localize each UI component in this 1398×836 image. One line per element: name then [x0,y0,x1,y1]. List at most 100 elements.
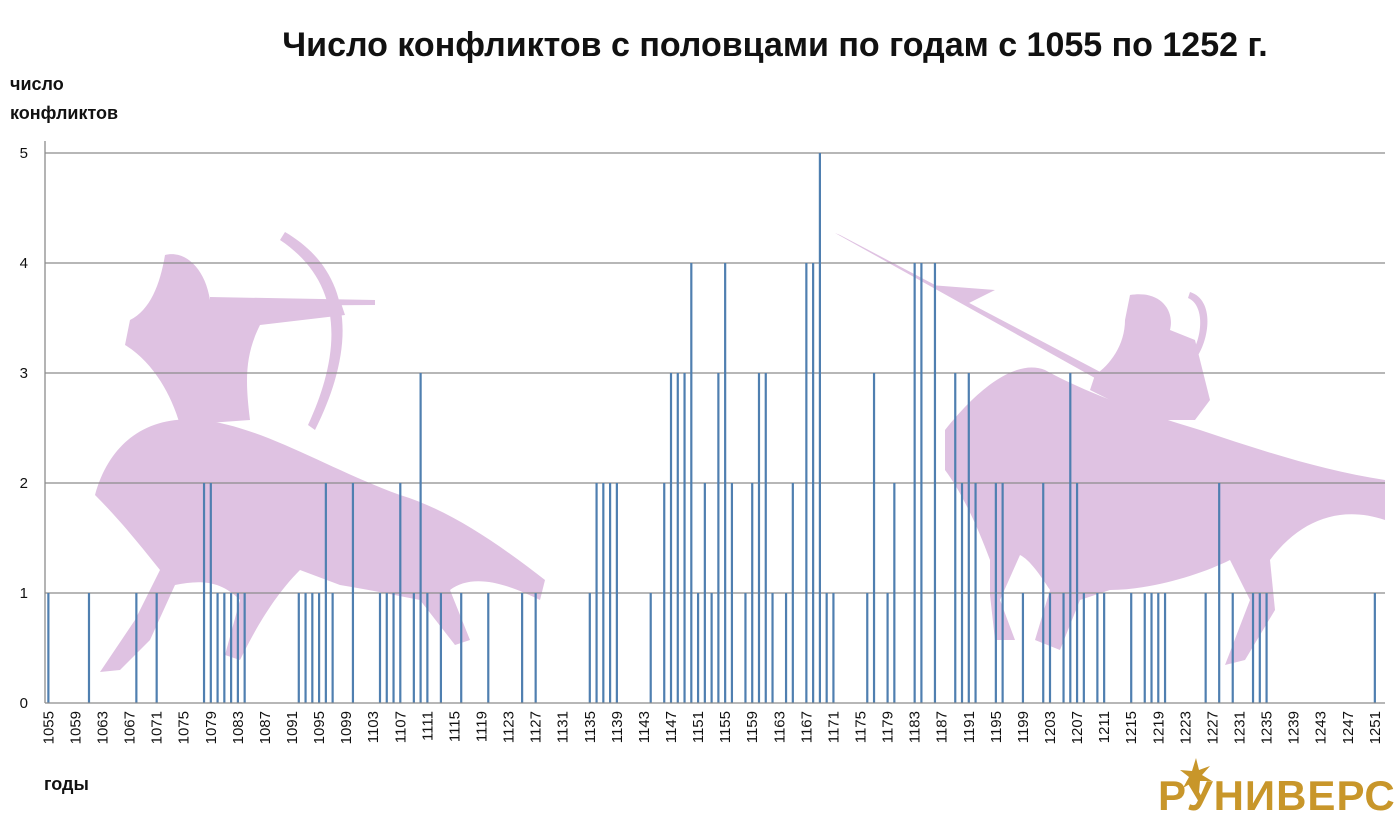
bar [439,593,443,703]
bar [764,373,767,703]
bar [487,593,490,703]
x-tick-label: 1231 [1231,711,1248,744]
bar [724,263,727,703]
bar [534,593,537,703]
bar [419,373,422,703]
x-tick-label: 1243 [1313,711,1330,744]
bar [690,263,693,703]
x-tick-label: 1191 [961,711,978,743]
bar [1021,593,1025,703]
bar [595,483,598,703]
bar [791,483,794,703]
bar [832,593,835,703]
x-tick-label: 1239 [1286,711,1303,744]
bar [1163,593,1167,703]
bar [974,483,977,703]
x-tick-label: 1103 [365,711,382,743]
x-tick-label: 1139 [609,711,626,743]
x-tick-label: 1163 [771,711,788,743]
bar [933,263,937,703]
y-tick-label: 3 [20,365,28,382]
bar [744,593,747,703]
x-tick-label: 1055 [40,711,57,744]
x-tick-label: 1183 [907,711,924,743]
gridlines [45,152,1385,594]
bar [297,593,300,703]
x-tick-label: 1123 [501,711,518,743]
bar [696,593,700,703]
bar [331,593,334,703]
bar [216,593,219,703]
runivers-logo: РУНИВЕРС [1158,758,1396,819]
bar [588,593,591,703]
bar [1157,593,1160,703]
x-tick-label: 1087 [257,711,274,744]
x-tick-label: 1219 [1150,711,1167,744]
x-tick-label: 1175 [853,711,870,743]
bar [703,483,706,703]
bar [954,373,957,703]
bar [649,593,652,703]
bar [1062,593,1065,703]
bar [378,593,382,703]
bar [1218,483,1221,703]
y-axis-title-line1: число [10,74,64,94]
bar [1258,593,1261,703]
bar [1143,593,1146,703]
bar [872,373,876,703]
bar [209,483,212,703]
bar [1150,593,1153,703]
bar [311,593,314,703]
bar [1069,373,1072,703]
chart-title: Число конфликтов с половцами по годам с … [282,26,1267,64]
x-tick-label: 1099 [338,711,355,744]
bar [818,153,821,703]
x-tick-label: 1107 [392,711,409,743]
bar [202,483,206,703]
bar [784,593,788,703]
bar [1096,593,1099,703]
y-axis-ticks: 0 1 2 3 4 5 [20,145,28,712]
bar [771,593,774,703]
x-tick-label: 1067 [122,711,139,744]
bar [317,593,321,703]
logo-text: РУНИВЕРС [1158,772,1396,819]
y-tick-label: 0 [20,695,28,712]
x-tick-label: 1179 [880,711,897,743]
x-tick-label: 1111 [419,711,436,741]
bar [1082,593,1085,703]
bar [155,593,158,703]
y-tick-label: 4 [20,255,28,272]
x-tick-label: 1071 [149,711,166,744]
bar [676,373,679,703]
bar [710,593,713,703]
bar [1048,593,1052,703]
bar [135,593,138,703]
y-tick-label: 2 [20,475,28,492]
x-tick-label: 1159 [744,711,761,743]
bar [663,483,666,703]
x-tick-label: 1115 [446,711,463,742]
x-tick-label: 1063 [95,711,112,744]
x-tick-label: 1131 [555,711,572,743]
bar [460,593,463,703]
axes [44,141,1385,704]
bar [751,483,754,703]
bar [683,373,686,703]
horse-lancer-silhouette [835,233,1385,665]
bar [994,483,997,703]
x-axis-title: годы [44,774,89,794]
x-tick-label: 1167 [798,711,815,743]
bar [730,483,734,703]
x-tick-label: 1251 [1367,711,1384,744]
bar [967,373,970,703]
bar [1231,593,1234,703]
bar [920,263,923,703]
x-tick-label: 1091 [284,711,301,744]
bar [717,373,720,703]
bar [866,593,869,703]
bar [615,483,618,703]
bar [1373,593,1376,703]
x-tick-label: 1223 [1177,711,1194,744]
